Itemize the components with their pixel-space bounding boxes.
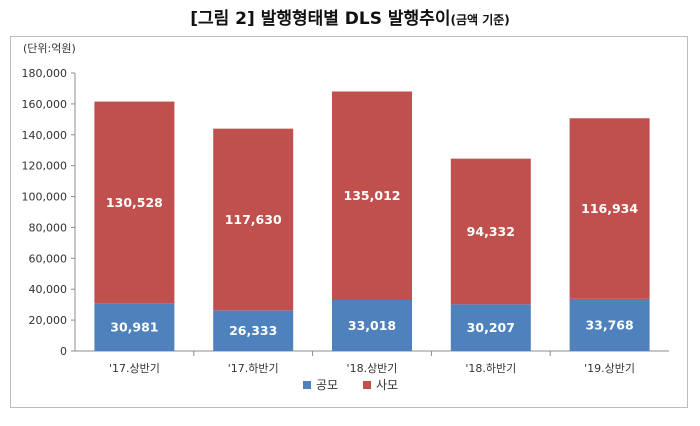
y-tick-label: 40,000 <box>29 283 68 296</box>
y-tick-label: 160,000 <box>22 98 68 111</box>
data-label: 116,934 <box>581 201 638 216</box>
x-tick-label: '19.상반기 <box>584 362 635 375</box>
stacked-bar-chart: (단위:억원) 0 20,000 40,000 60,000 80,000 100,000 1… <box>22 42 669 392</box>
chart-title: [그림 2] 발행형태별 DLS 발행추이(금액 기준) <box>0 4 700 29</box>
y-tick-label: 60,000 <box>29 252 68 265</box>
bar-public <box>213 310 294 351</box>
data-label: 130,528 <box>106 195 163 210</box>
legend-swatch <box>303 381 311 389</box>
y-tick-label: 120,000 <box>22 160 68 173</box>
data-label: 30,207 <box>467 320 515 335</box>
bar-public <box>450 304 531 351</box>
bar-public <box>569 298 650 351</box>
bar-public <box>332 300 412 351</box>
bar-private <box>94 101 175 304</box>
bar-private <box>450 158 531 305</box>
data-label: 26,333 <box>229 323 277 338</box>
y-tick-label: 100,000 <box>22 191 68 204</box>
bar-public <box>94 303 175 351</box>
x-tick-label: '18.상반기 <box>347 362 398 375</box>
data-label: 135,012 <box>344 188 401 203</box>
data-label: 94,332 <box>467 224 515 239</box>
data-label: 33,018 <box>348 318 396 333</box>
y-tick-label: 80,000 <box>29 221 68 234</box>
bar-private <box>332 91 412 301</box>
chart-frame: (단위:억원) 0 20,000 40,000 60,000 80,000 100,000 1… <box>10 36 688 408</box>
data-label: 30,981 <box>110 320 158 335</box>
data-label: 117,630 <box>225 212 282 227</box>
y-tick-label: 20,000 <box>29 314 68 327</box>
chart-title-sub: (금액 기준) <box>450 13 510 27</box>
x-tick-label: '18.하반기 <box>465 361 516 375</box>
legend-label: 사모 <box>376 378 398 392</box>
x-tick-label: '17.하반기 <box>228 361 279 375</box>
bar-private <box>569 118 650 299</box>
y-tick-label: 140,000 <box>22 129 68 142</box>
data-label: 33,768 <box>585 317 633 332</box>
legend-swatch <box>363 381 371 389</box>
unit-label: (단위:억원) <box>23 42 76 55</box>
bar-private <box>213 128 294 311</box>
y-tick-label: 0 <box>60 345 67 358</box>
legend-label: 공모 <box>316 378 338 392</box>
y-tick-label: 180,000 <box>22 67 68 80</box>
chart-title-main: [그림 2] 발행형태별 DLS 발행추이 <box>190 9 451 29</box>
x-tick-label: '17.상반기 <box>109 362 160 375</box>
